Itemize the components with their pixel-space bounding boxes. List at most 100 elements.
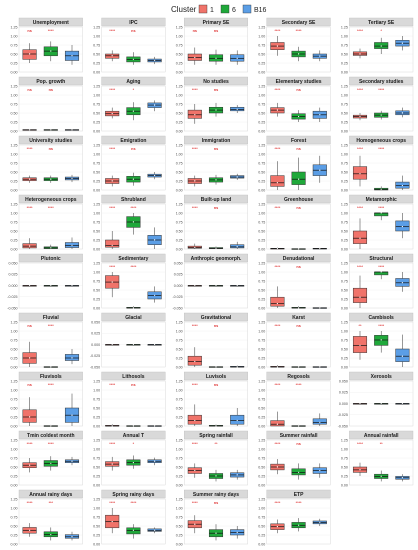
significance-label: ns (296, 265, 300, 269)
significance-label: **** (357, 88, 363, 92)
panel-strip (183, 312, 248, 322)
significance-label: ns (49, 147, 53, 151)
y-tick-label: 0.25 (176, 61, 183, 65)
y-tick-label: 0.00 (258, 247, 265, 251)
box-mean (319, 169, 321, 171)
y-tick-label: 0.25 (258, 120, 265, 124)
y-tick-label: 0.25 (176, 415, 183, 419)
box-6 (126, 306, 141, 309)
box-mean (276, 526, 278, 528)
y-tick-label: -0.025 (90, 354, 100, 358)
box-mean (111, 55, 113, 57)
panel-title: Lithosols (122, 374, 144, 380)
box-iqr (22, 49, 37, 60)
y-tick-label: 1.00 (93, 152, 100, 156)
box-mean (194, 114, 196, 116)
y-tick-label: 0.75 (258, 338, 265, 342)
significance-label: ns (131, 147, 135, 151)
y-tick-label: 0.75 (93, 279, 100, 283)
box-mean (298, 115, 300, 118)
box-mean (380, 271, 382, 273)
significance-label: **** (27, 501, 33, 505)
significance-label: ns (27, 324, 31, 328)
y-tick-label: 0.25 (176, 120, 183, 124)
significance-label: **** (109, 206, 115, 210)
y-tick-label: 0.50 (258, 465, 265, 469)
y-tick-label: 0.00 (93, 306, 100, 310)
y-tick-label: 0.75 (341, 220, 348, 224)
y-tick-label: 0.50 (176, 111, 183, 115)
box-B16 (395, 402, 410, 405)
box-6 (43, 527, 58, 541)
y-tick-label: 0.75 (176, 515, 183, 519)
y-tick-label: 0.75 (258, 397, 265, 401)
box-mean (29, 464, 31, 466)
panel-title: Glacial (125, 315, 142, 321)
box-mean (380, 45, 382, 47)
y-tick-label: 1.00 (258, 152, 265, 156)
y-tick-label: 1.25 (258, 379, 265, 383)
y-tick-label: 0.50 (11, 229, 18, 233)
box-1 (352, 113, 368, 121)
box-mean (380, 114, 382, 116)
plot-area (18, 203, 83, 250)
box-6 (291, 248, 306, 250)
panel-title: Summer rainy days (193, 492, 239, 498)
box-1 (105, 456, 120, 471)
y-tick-label: 0.50 (258, 524, 265, 528)
panel-title: Metamorphic (366, 197, 397, 203)
box-mean (215, 109, 217, 111)
significance-label: **** (274, 29, 280, 33)
panel-glacial: Glacial -0.050 -0.025 0.000 0.025 0.050 (90, 312, 166, 369)
panel-strip (183, 253, 248, 263)
panel-strip (349, 17, 414, 27)
y-tick-label: 0.75 (11, 102, 18, 106)
significance-label: ns (214, 29, 218, 33)
y-tick-label: 1.25 (11, 202, 18, 206)
y-tick-label: 1.25 (258, 261, 265, 265)
box-mean (319, 55, 321, 57)
box-mean (154, 294, 156, 296)
y-tick-label: 1.00 (258, 506, 265, 510)
y-tick-label: 0.50 (258, 52, 265, 56)
y-tick-label: 0.00 (258, 483, 265, 487)
significance-label: **** (192, 88, 198, 92)
box-mean (215, 425, 217, 427)
box-mean (154, 59, 156, 61)
y-tick-label: 1.00 (93, 93, 100, 97)
box-mean (132, 221, 134, 223)
box-6 (43, 284, 58, 287)
significance-label: **** (48, 442, 54, 446)
panel-unemployment: Unemployment 0.00 0.25 0.50 0.75 1.00 1.25 ns **… (11, 17, 83, 74)
panel-strip (101, 17, 166, 27)
significance-label: **** (274, 383, 280, 387)
y-tick-label: 0.50 (93, 465, 100, 469)
box-mean (29, 529, 31, 531)
box-1 (270, 247, 285, 250)
box-mean (319, 366, 321, 368)
y-tick-label: 1.25 (11, 143, 18, 147)
y-tick-label: 0.00 (341, 483, 348, 487)
significance-label: ns (27, 383, 31, 387)
box-6 (374, 402, 389, 405)
panel-title: Spring rainy days (112, 492, 154, 498)
panel-title: Shrubland (121, 197, 146, 203)
box-mean (50, 533, 52, 536)
panel-title: Annual T (123, 433, 144, 439)
box-1 (22, 341, 37, 367)
box-B16 (395, 36, 410, 51)
panel-title: Summer rainfall (280, 433, 318, 439)
box-B16 (312, 306, 327, 309)
y-tick-label: 0.25 (93, 533, 100, 537)
y-tick-label: 0.50 (258, 406, 265, 410)
y-tick-label: 1.00 (341, 152, 348, 156)
plot-area (101, 380, 166, 427)
y-tick-label: 0.00 (258, 188, 265, 192)
box-1 (187, 404, 202, 426)
y-tick-label: 1.00 (341, 447, 348, 451)
y-tick-label: 0.00 (341, 365, 348, 369)
box-mean (236, 531, 238, 533)
y-tick-label: 0.25 (258, 356, 265, 360)
box-mean (359, 402, 361, 404)
y-tick-label: 0.25 (176, 533, 183, 537)
